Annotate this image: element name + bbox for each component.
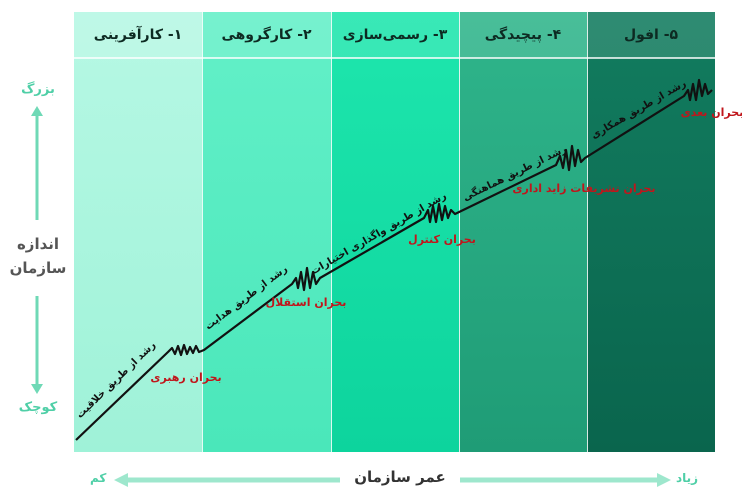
- crisis-label-1: بحران رهبری: [150, 371, 221, 384]
- y-axis-title: اندازه سازمان: [6, 232, 70, 280]
- phase-4-band: [459, 12, 587, 452]
- crisis-label-3: بحران کنترل: [408, 233, 476, 246]
- growth-label-1: رشد از طریق خلاقیت: [75, 339, 159, 420]
- growth-curve: [75, 78, 713, 441]
- phase-divider: [459, 12, 460, 452]
- y-axis-arrow: [31, 106, 43, 394]
- phase-header-strip: [74, 12, 715, 58]
- header-separator: [74, 57, 715, 59]
- crisis-label-4: بحران تشریفات زاید اداری: [512, 182, 655, 195]
- y-axis-top-label: بزرگ: [21, 82, 55, 97]
- phase-3-title: ۳- رسمی‌سازی: [342, 27, 448, 43]
- y-axis-bottom-label: کوچک: [18, 400, 58, 415]
- y-axis-title-line2: سازمان: [9, 259, 67, 277]
- crisis-label-5: بحران بعدی: [681, 106, 742, 119]
- phase-4-title: ۴- پیچیدگی: [484, 27, 562, 43]
- y-axis-title-line1: اندازه: [16, 235, 60, 253]
- phase-2-band: [202, 12, 331, 452]
- crisis-label-2: بحران استقلال: [266, 296, 347, 309]
- x-axis-arrow: [114, 473, 671, 487]
- x-axis-right-label: زیاد: [676, 471, 699, 485]
- phase-divider: [587, 12, 588, 452]
- growth-label-5: رشد از طریق همکاری: [589, 78, 688, 141]
- phase-2-title: ۲- کارگروهی: [221, 27, 312, 43]
- phase-1-band: [74, 12, 202, 452]
- phase-3-band: [331, 12, 459, 452]
- phase-divider: [331, 12, 332, 452]
- phase-1-title: ۱- کارآفرینی: [93, 27, 183, 43]
- x-axis-left-label: کم: [90, 471, 107, 485]
- phase-divider: [202, 12, 203, 452]
- phase-5-title: ۵- افول: [623, 27, 679, 43]
- x-axis-title: عمر سازمان: [354, 468, 446, 486]
